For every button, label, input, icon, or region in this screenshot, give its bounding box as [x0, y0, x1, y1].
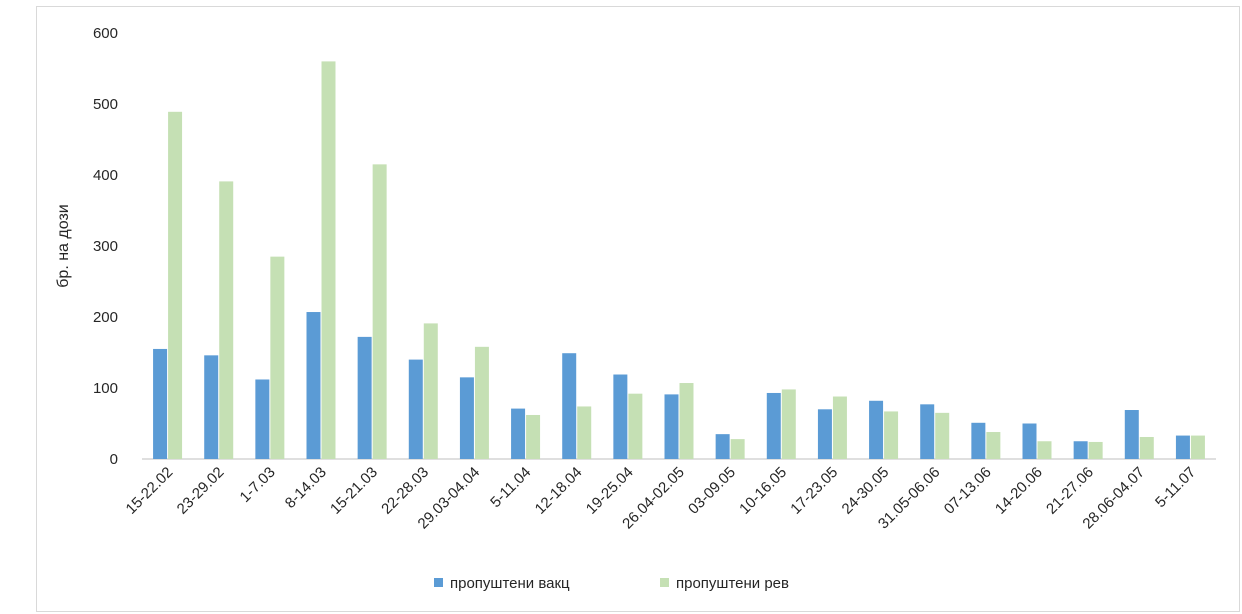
x-tick-label: 5-11.07: [1152, 464, 1199, 511]
bar-vakc: [511, 408, 526, 459]
bar-rev: [1088, 441, 1103, 459]
x-tick-label: 19-25.04: [583, 464, 637, 518]
legend: пропуштени вакц пропуштени рев: [434, 575, 789, 592]
bar-rev: [168, 111, 183, 459]
bar-rev: [474, 346, 489, 459]
x-tick-label: 24-30.05: [839, 464, 893, 518]
x-tick-label: 17-23.05: [787, 464, 841, 518]
bar-rev: [935, 412, 950, 459]
legend-label: пропуштени рев: [676, 575, 789, 592]
bar-vakc: [766, 392, 781, 459]
bar-rev: [577, 406, 592, 459]
bar-vakc: [204, 355, 219, 459]
bar-vakc: [869, 400, 884, 459]
x-tick-label: 8-14.03: [282, 464, 330, 512]
bar-vakc: [1022, 423, 1037, 459]
x-tick-label: 15-22.02: [123, 464, 177, 518]
bar-vakc: [971, 422, 986, 459]
bar-rev: [1139, 436, 1154, 459]
bar-rev: [1037, 441, 1052, 459]
chart-frame: [36, 6, 1240, 612]
bar-vakc: [1175, 435, 1190, 459]
bar-rev: [884, 411, 899, 459]
bar-vakc: [408, 359, 423, 459]
bar-vakc: [357, 336, 372, 459]
bar-vakc: [153, 348, 168, 459]
x-tick-label: 1-7.03: [237, 464, 279, 506]
x-tick-label: 15-21.03: [327, 464, 381, 518]
x-tick-label: 10-16.05: [736, 464, 790, 518]
bar-rev: [219, 181, 234, 459]
x-tick-label: 14-20.06: [992, 464, 1046, 518]
x-tick-label: 23-29.02: [174, 464, 228, 518]
bar-rev: [372, 164, 387, 459]
x-tick-label: 22-28.03: [378, 464, 432, 518]
y-tick-label: 300: [93, 238, 118, 255]
y-tick-label: 100: [93, 380, 118, 397]
bar-rev: [679, 383, 694, 459]
x-tick-label: 21-27.06: [1043, 464, 1097, 518]
y-tick-label: 500: [93, 96, 118, 113]
y-tick-label: 600: [93, 25, 118, 42]
bar-rev: [321, 61, 336, 460]
y-tick-label: 400: [93, 167, 118, 184]
bar-rev: [526, 414, 541, 459]
bar-vakc: [1124, 410, 1139, 459]
bar-vakc: [459, 377, 474, 459]
bar-vakc: [715, 434, 730, 459]
bar-vakc: [306, 312, 321, 459]
legend-label: пропуштени вакц: [450, 575, 570, 592]
x-tick-label: 07-13.06: [941, 464, 995, 518]
bar-vakc: [817, 409, 832, 459]
bar-vakc: [664, 394, 679, 459]
bar-rev: [832, 396, 847, 459]
bar-rev: [730, 439, 745, 459]
x-tick-label: 03-09.05: [685, 464, 739, 518]
legend-swatch: [660, 578, 669, 587]
x-tick-label: 5-11.04: [487, 464, 534, 511]
bar-vakc: [562, 353, 577, 459]
bar-rev: [781, 389, 796, 459]
y-axis-label: бр. на дози: [55, 204, 72, 287]
bar-rev: [628, 393, 643, 459]
bar-vakc: [920, 404, 935, 459]
bar-rev: [270, 256, 285, 459]
bars: [153, 61, 1205, 460]
x-tick-label: 12-18.04: [532, 464, 586, 518]
y-tick-label: 0: [110, 451, 118, 468]
legend-swatch: [434, 578, 443, 587]
bar-vakc: [1073, 441, 1088, 459]
bar-vakc: [255, 379, 270, 459]
y-tick-label: 200: [93, 309, 118, 326]
bar-vakc: [613, 374, 628, 459]
y-axis-ticks: 0 100 200 300 400 500 600: [93, 25, 118, 468]
bar-rev: [986, 432, 1001, 459]
bar-rev: [423, 323, 438, 459]
bar-rev: [1190, 435, 1205, 459]
